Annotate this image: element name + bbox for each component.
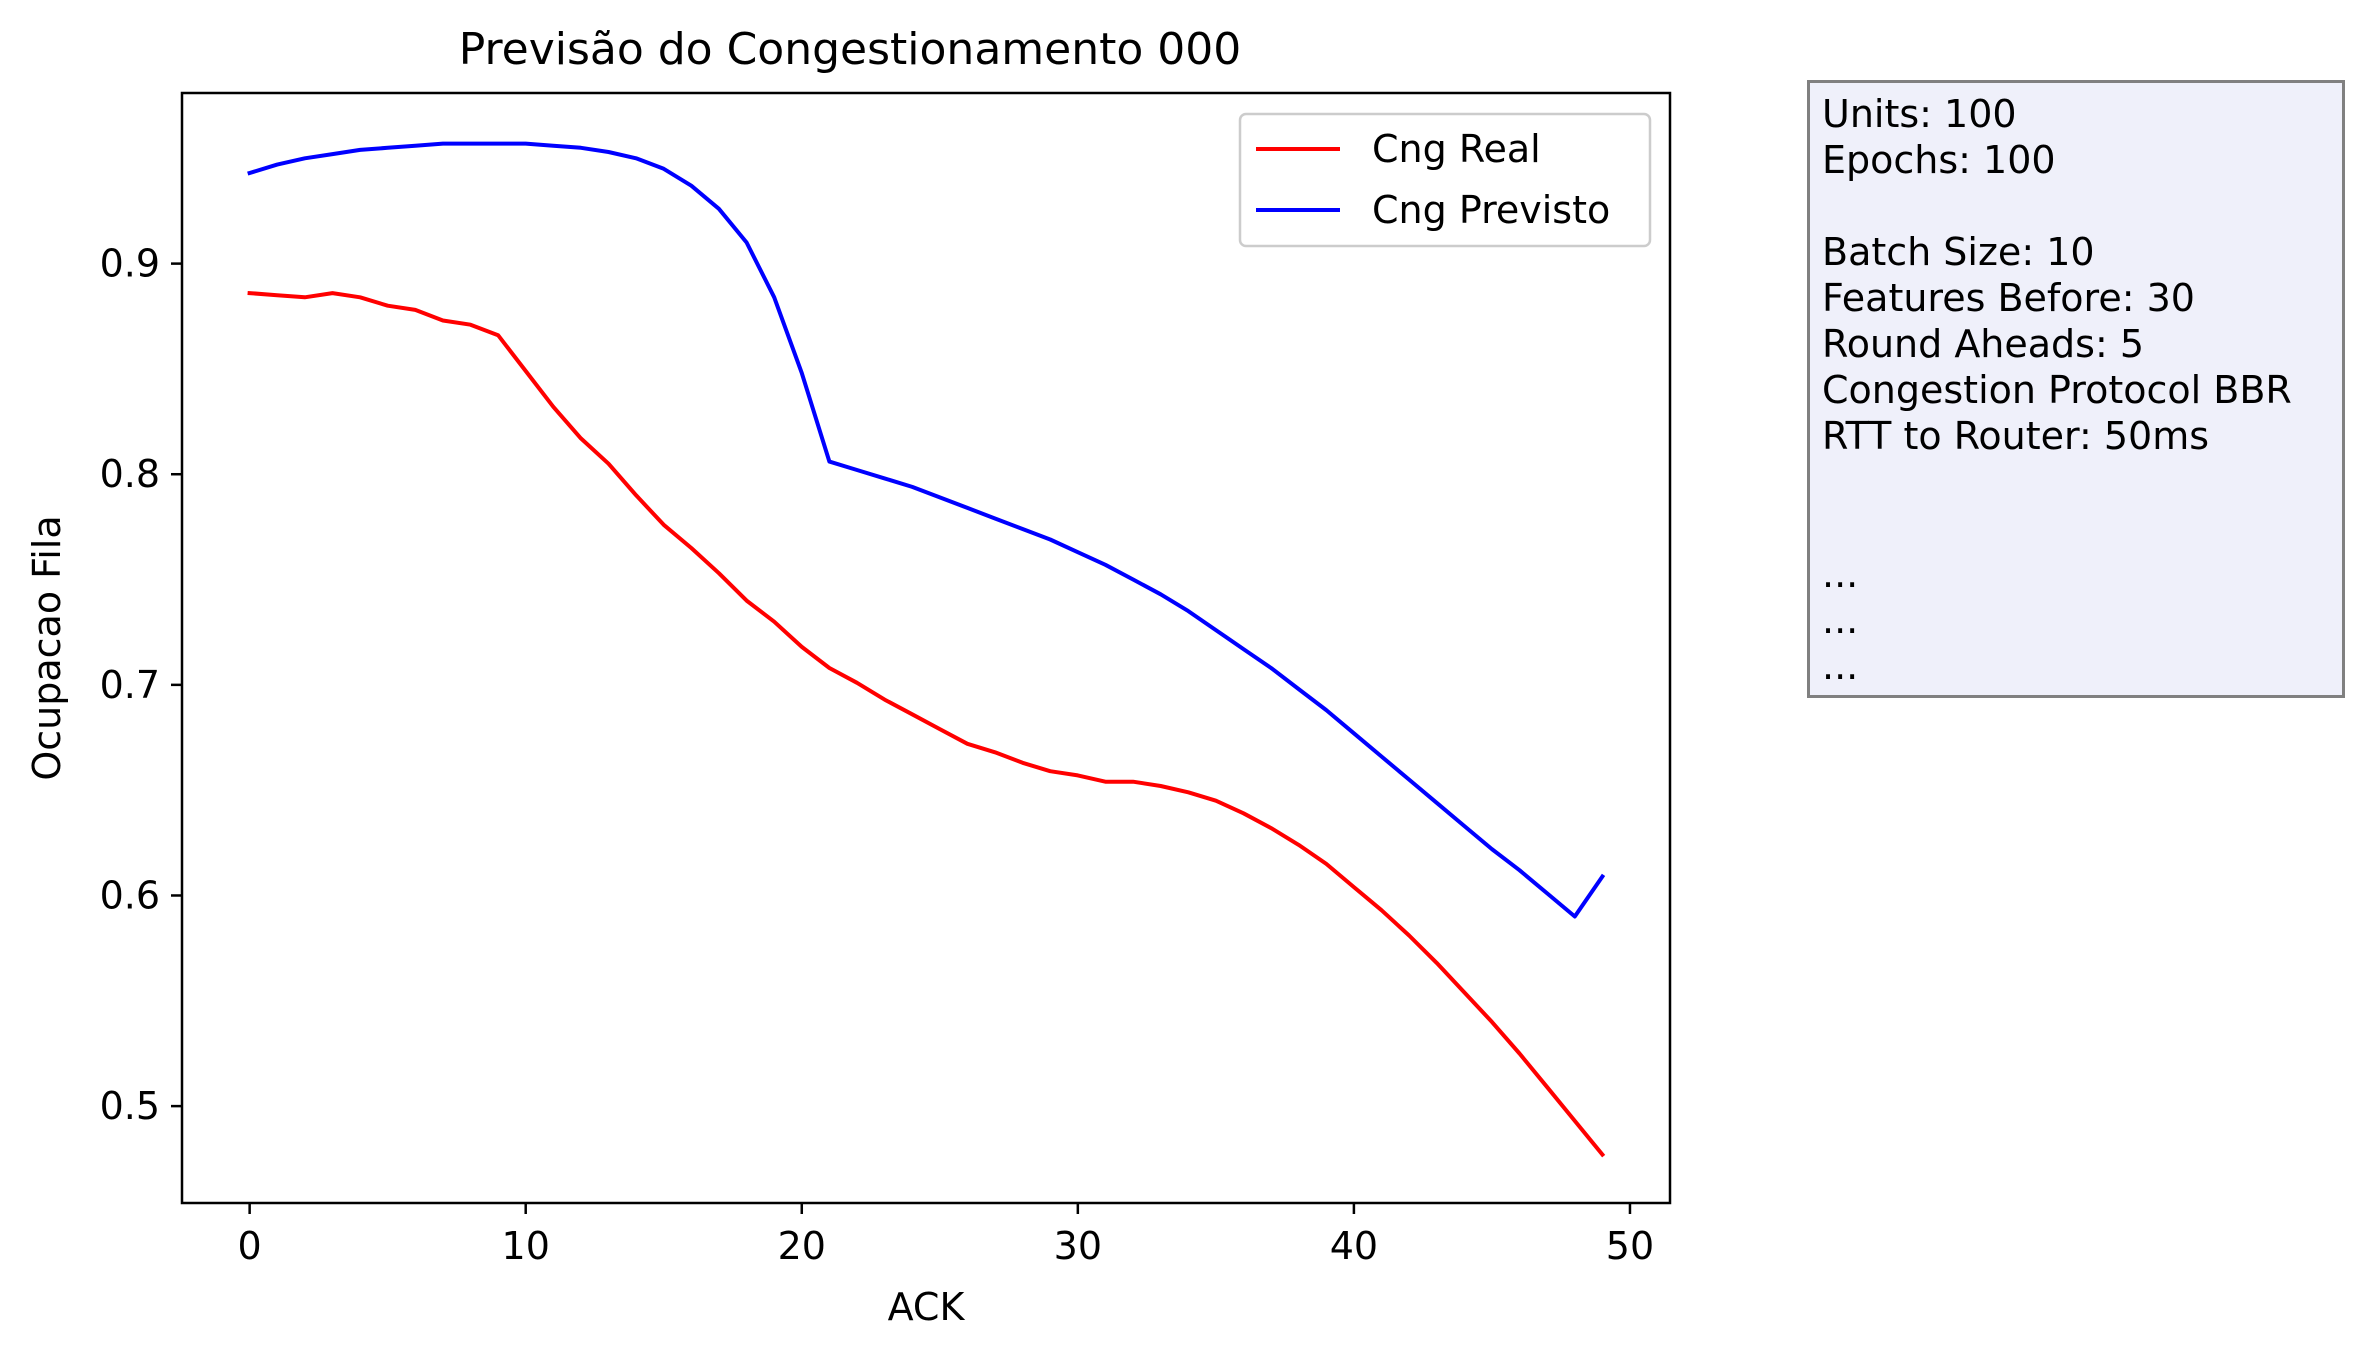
x-axis-ticks: 0 10 20 30 40 50 — [238, 1203, 1654, 1268]
info-line-features-before: Features Before: 30 — [1822, 276, 2195, 320]
x-tick-label: 0 — [238, 1224, 262, 1268]
legend: Cng Real Cng Previsto — [1238, 112, 1652, 248]
info-line-epochs: Epochs: 100 — [1822, 138, 2056, 182]
info-line-units: Units: 100 — [1822, 92, 2017, 136]
info-line-ellipsis: ... — [1822, 552, 1859, 596]
legend-label-cng-previsto: Cng Previsto — [1372, 188, 1610, 232]
legend-box — [1238, 112, 1652, 248]
series-line-cng-real — [247, 290, 1606, 1158]
plot-area — [180, 91, 1672, 1205]
y-tick-label: 0.9 — [100, 242, 160, 286]
chart-title: Previsão do Congestionamento 000 — [459, 24, 1242, 75]
info-line-batch-size: Batch Size: 10 — [1822, 230, 2095, 274]
x-tick-label: 40 — [1330, 1224, 1378, 1268]
y-tick-label: 0.7 — [100, 663, 160, 707]
y-tick-label: 0.6 — [100, 873, 160, 917]
y-axis-label: Ocupacao Fila — [25, 515, 69, 780]
legend-label-cng-real: Cng Real — [1372, 127, 1541, 171]
info-line-blank — [1822, 183, 2342, 229]
x-tick-label: 50 — [1606, 1224, 1654, 1268]
series-line-cng-previsto — [247, 141, 1606, 919]
info-line-rtt: RTT to Router: 50ms — [1822, 414, 2210, 458]
info-line-ellipsis: ... — [1822, 598, 1859, 642]
x-axis-label: ACK — [888, 1285, 966, 1329]
info-line-round-aheads: Round Aheads: 5 — [1822, 322, 2145, 366]
model-parameters-box: Units: 100 Epochs: 100 Batch Size: 10 Fe… — [1807, 80, 2345, 698]
x-tick-label: 30 — [1054, 1224, 1102, 1268]
y-tick-label: 0.8 — [100, 452, 160, 496]
y-tick-label: 0.5 — [100, 1084, 160, 1128]
x-tick-label: 10 — [502, 1224, 550, 1268]
info-line-blank — [1822, 505, 2342, 551]
info-line-ellipsis: ... — [1822, 644, 1859, 688]
info-line-blank — [1822, 459, 2342, 505]
x-tick-label: 20 — [778, 1224, 826, 1268]
info-line-congestion-protocol: Congestion Protocol BBR — [1822, 368, 2292, 412]
y-axis-ticks: 0.5 0.6 0.7 0.8 0.9 — [100, 242, 182, 1128]
series-lines — [247, 141, 1606, 1158]
